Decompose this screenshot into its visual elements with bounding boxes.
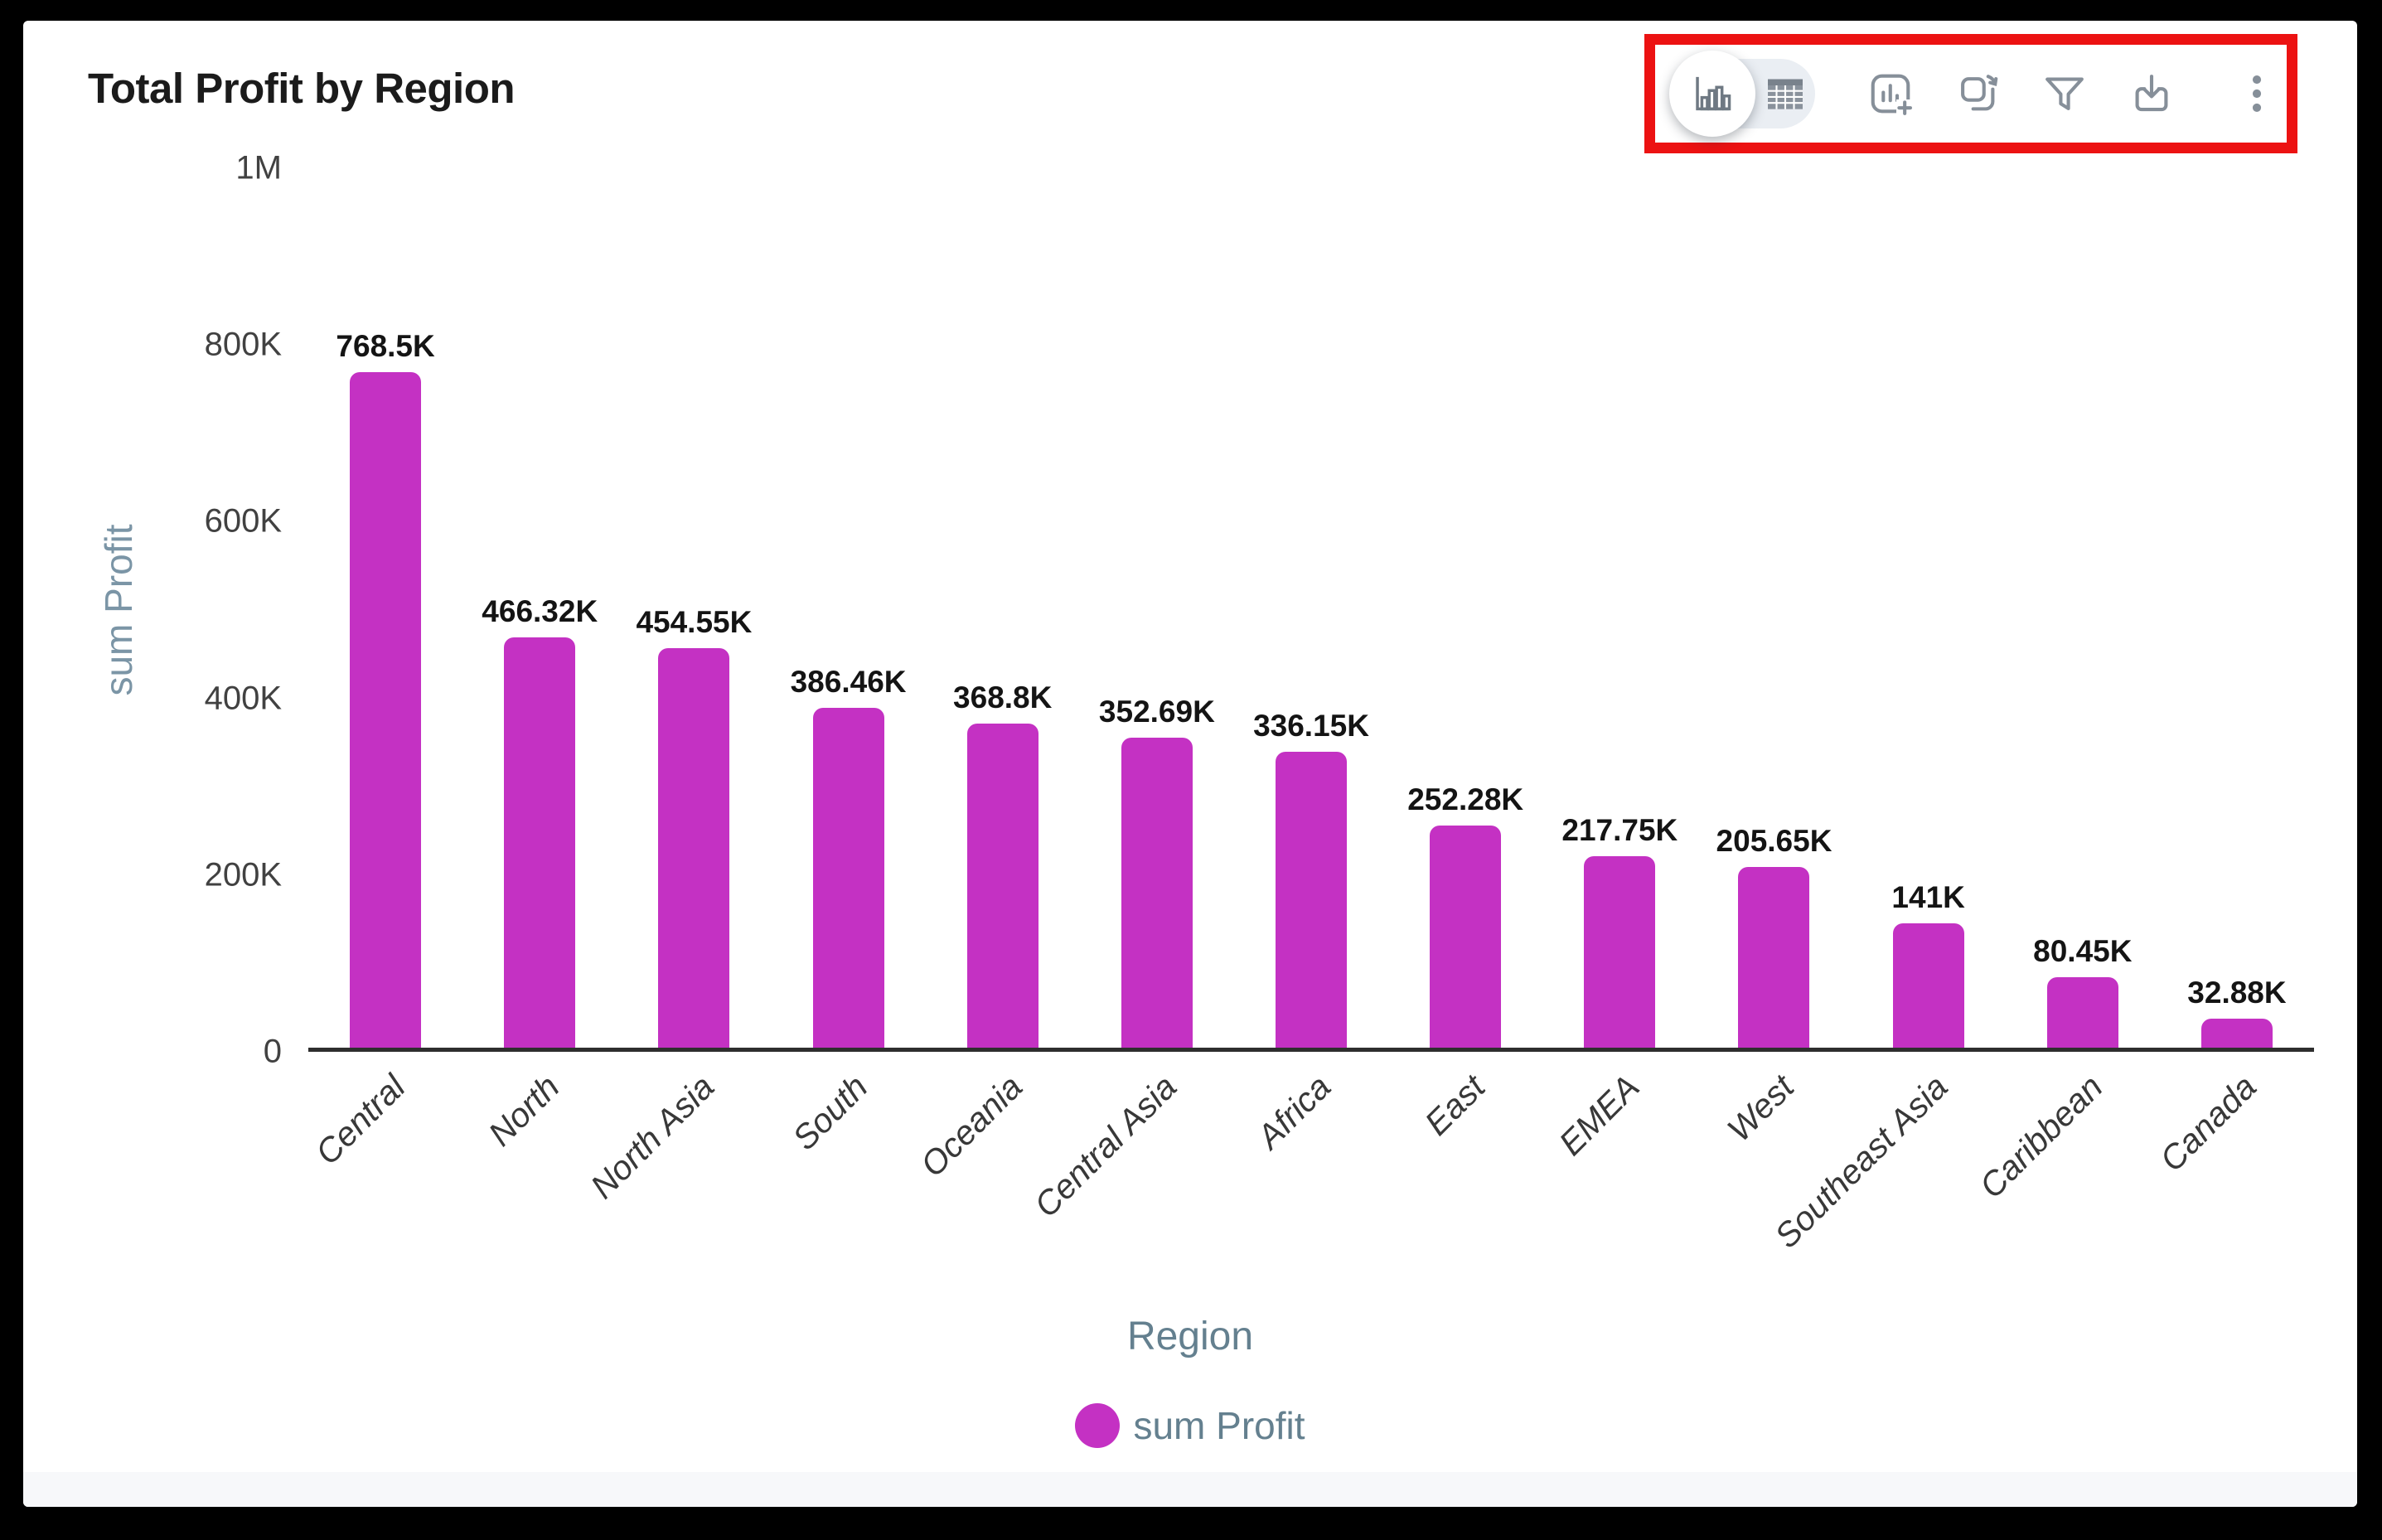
legend[interactable]: sum Profit [23,1403,2357,1448]
bar-value-label: 768.5K [336,328,435,363]
x-category-label: South [785,1068,876,1158]
x-category-label: Central [307,1068,413,1172]
bar-value-label: 386.46K [790,664,907,699]
bar[interactable]: 466.32K [482,594,598,1048]
download-button[interactable] [2128,70,2176,118]
bar[interactable]: 217.75K [1561,813,1678,1048]
bar-slot: 80.45K Caribbean [1972,168,2160,1206]
y-tick-label: 0 [263,1033,282,1070]
bar-value-label: 252.28K [1407,782,1524,817]
bar-slot: 217.75K EMEA [1542,168,1697,1163]
bar[interactable]: 386.46K [791,665,906,1048]
bar-slot: 466.32K North [462,168,617,1153]
duplicate-button[interactable] [1954,70,2002,118]
toolbar-actions [1866,70,2281,118]
bar[interactable]: 32.88K [2187,976,2287,1048]
bar[interactable]: 252.28K [1407,782,1523,1048]
y-tick-label: 800K [204,326,282,363]
x-category-label: North Asia [583,1068,721,1206]
x-category-label: North [481,1068,567,1154]
bar[interactable]: 768.5K [336,329,435,1048]
bar-slot: 252.28K East [1388,168,1542,1142]
more-options-button[interactable] [2233,70,2281,118]
bar[interactable]: 336.15K [1253,709,1369,1048]
duplicate-icon [1954,70,2002,118]
y-tick-label: 1M [235,149,282,186]
x-category-label: Canada [2152,1068,2264,1179]
bar-slot: 386.46K South [771,168,925,1157]
table-icon [1762,70,1808,117]
filter-button[interactable] [2041,70,2089,118]
chart-view-toggle[interactable] [1669,51,1755,137]
x-category-label: Africa [1249,1068,1339,1156]
bar[interactable]: 80.45K [2033,934,2132,1048]
bar-value-label: 217.75K [1561,812,1678,847]
filter-icon [2041,70,2089,118]
bar-value-label: 80.45K [2033,933,2133,968]
add-chart-button[interactable] [1866,70,1915,118]
bar[interactable]: 205.65K [1716,824,1832,1048]
x-category-label: Central Asia [1027,1068,1184,1225]
bar-slot: 454.55K North Asia [583,168,771,1206]
bar[interactable]: 368.8K [953,680,1052,1048]
bar-slot: 32.88K Canada [2152,168,2314,1179]
y-axis: 1M 800K 600K 400K 200K 0 [23,150,282,1070]
bar-value-label: 352.69K [1098,694,1215,729]
download-icon [2128,70,2176,118]
card-footer-strip [23,1472,2357,1507]
bar-chart-icon [1689,70,1736,117]
bar[interactable]: 352.69K [1099,695,1215,1048]
x-category-label: EMEA [1552,1068,1647,1163]
y-tick-label: 400K [204,680,282,717]
bar-slot: 336.15K Africa [1234,168,1388,1155]
bar-value-label: 336.15K [1253,709,1369,743]
view-toggle[interactable] [1669,51,1815,137]
kebab-menu-icon [2233,70,2281,118]
bar-slot: 141K Southeast Asia [1768,168,2006,1255]
x-category-label: Oceania [913,1068,1030,1184]
y-tick-label: 600K [204,502,282,540]
legend-marker [1075,1403,1121,1448]
bar-value-label: 368.8K [953,680,1053,714]
bar-value-label: 205.65K [1716,823,1832,858]
table-view-toggle[interactable] [1755,59,1815,128]
x-category-label: East [1417,1068,1493,1143]
bars-container: 768.5K Central 466.32K North 454.55K North As… [308,168,2314,1256]
y-tick-label: 200K [204,856,282,893]
page-title: Total Profit by Region [88,65,516,112]
bar-slot: 368.8K Oceania [913,168,1080,1184]
bar-value-label: 454.55K [636,604,753,639]
bar-slot: 768.5K Central [308,168,462,1172]
x-axis-title: Region [1126,1315,1254,1358]
annotation-highlight-box [1644,34,2297,153]
x-category-label: West [1719,1068,1802,1150]
bar[interactable]: 454.55K [636,605,752,1048]
x-category-label: Caribbean [1972,1068,2110,1206]
legend-label: sum Profit [1133,1404,1305,1447]
bar-slot: 352.69K Central Asia [1027,168,1234,1225]
bar[interactable]: 141K [1891,880,1965,1048]
bar-slot: 205.65K West [1697,168,1851,1149]
bar-value-label: 141K [1891,880,1965,915]
chart-card: Total Profit by Region [23,21,2357,1507]
plot-area: 768.5K Central 466.32K North 454.55K North As… [308,168,2314,1256]
add-chart-icon [1866,70,1915,118]
bar-value-label: 466.32K [482,594,598,629]
bar-value-label: 32.88K [2187,976,2287,1010]
